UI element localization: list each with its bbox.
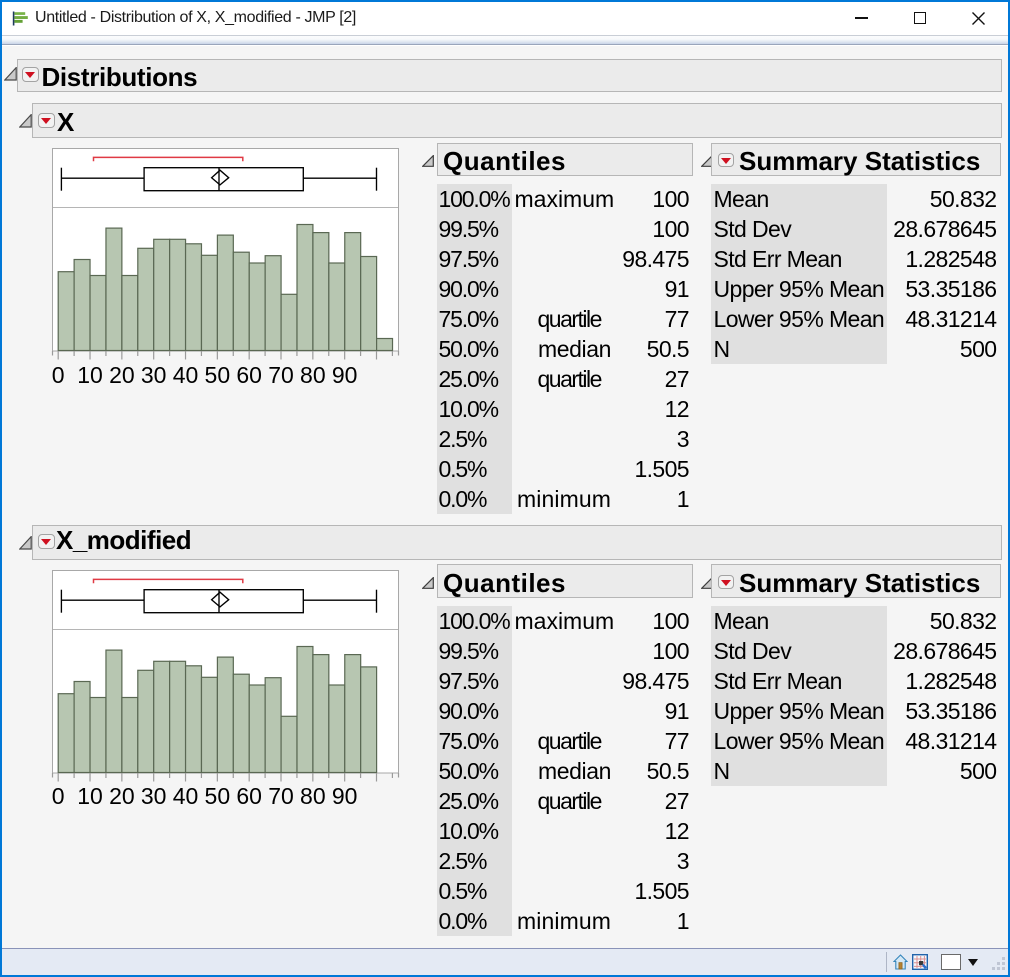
svg-text:90: 90 xyxy=(332,362,358,388)
svg-text:70: 70 xyxy=(268,782,294,808)
svg-text:40: 40 xyxy=(173,362,199,388)
svg-text:90: 90 xyxy=(332,782,358,808)
svg-text:50: 50 xyxy=(205,362,231,388)
svg-text:60: 60 xyxy=(236,362,262,388)
svg-text:20: 20 xyxy=(109,362,135,388)
svg-text:60: 60 xyxy=(236,782,262,808)
svg-text:80: 80 xyxy=(300,782,326,808)
svg-text:50: 50 xyxy=(205,782,231,808)
svg-text:40: 40 xyxy=(173,782,199,808)
svg-text:20: 20 xyxy=(109,782,135,808)
svg-text:30: 30 xyxy=(141,782,167,808)
svg-text:80: 80 xyxy=(300,362,326,388)
svg-text:10: 10 xyxy=(77,782,103,808)
svg-text:0: 0 xyxy=(52,782,65,808)
svg-text:70: 70 xyxy=(268,362,294,388)
svg-text:30: 30 xyxy=(141,362,167,388)
svg-text:10: 10 xyxy=(77,362,103,388)
svg-text:0: 0 xyxy=(52,362,65,388)
